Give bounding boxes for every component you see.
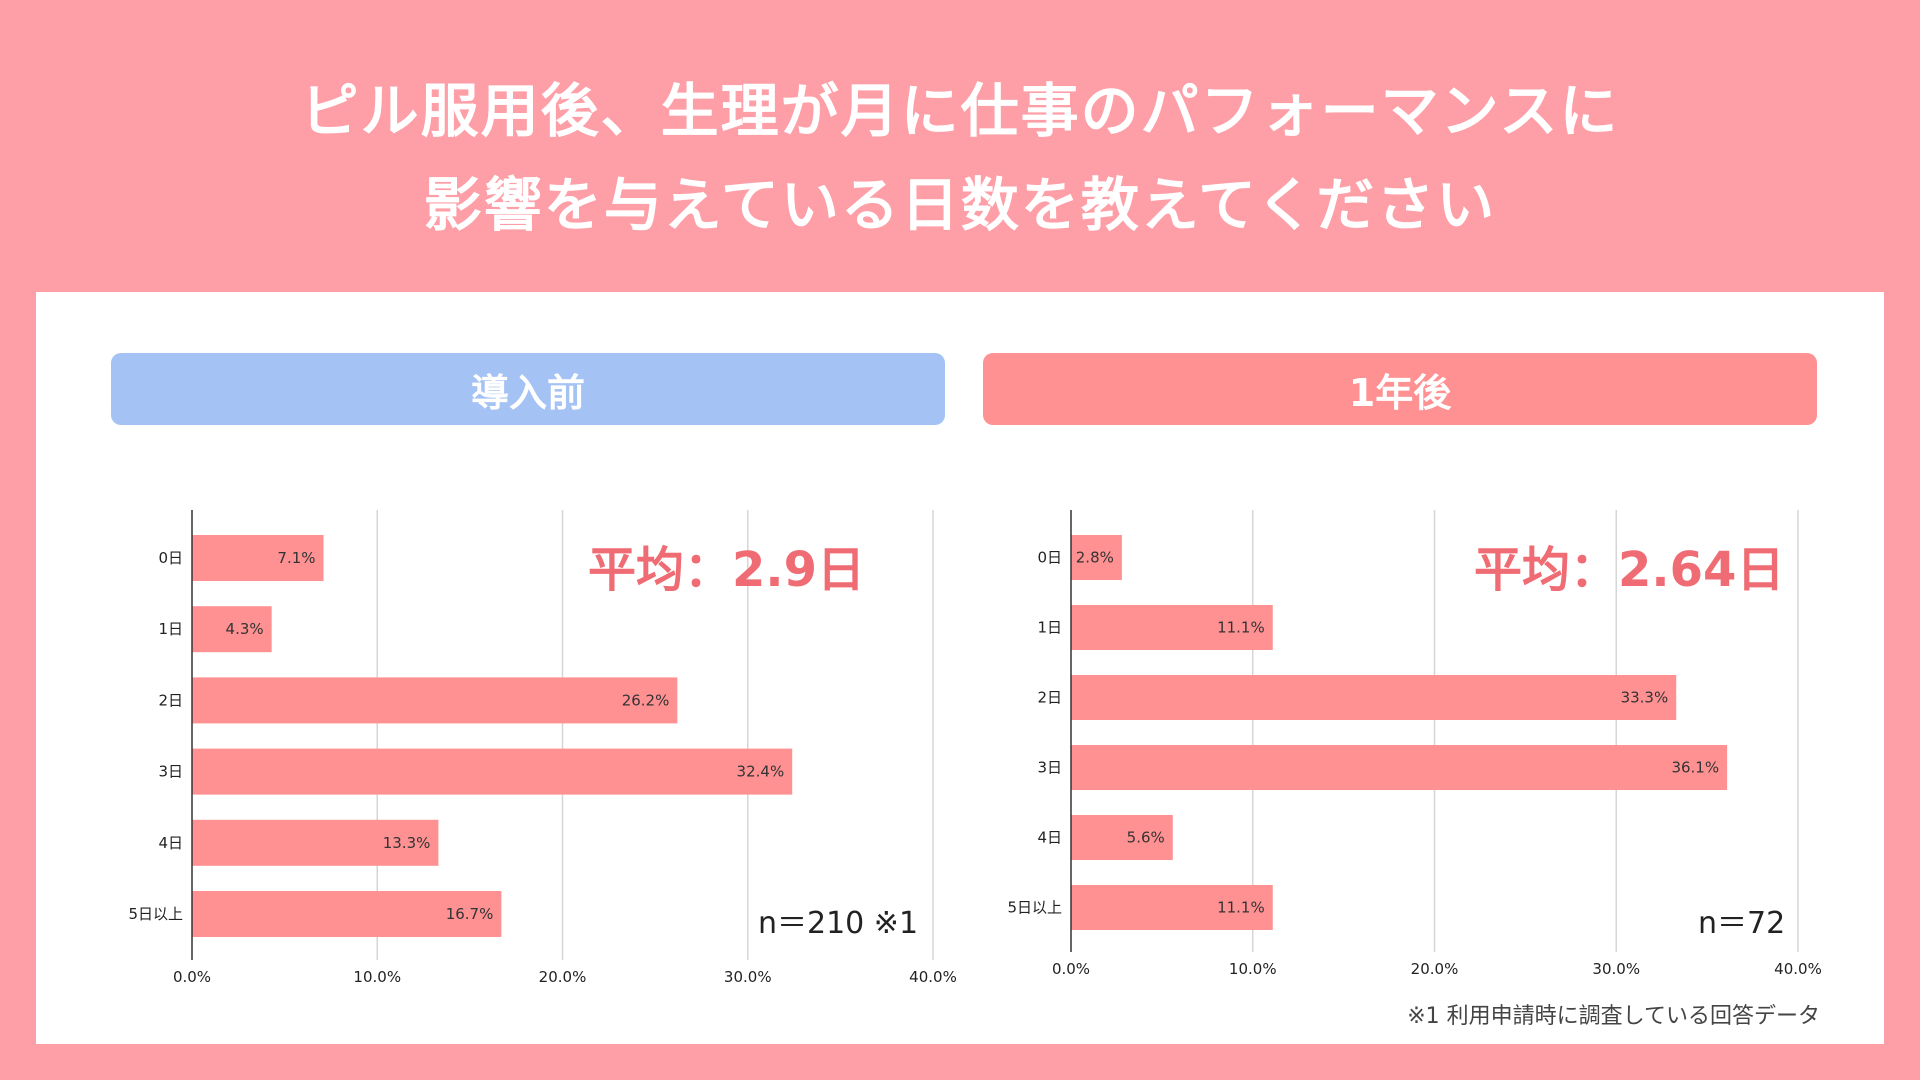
bar — [192, 891, 502, 937]
bar — [1071, 605, 1273, 650]
chart-before: 0.0% 10.0% 20.0% 30.0% 40.0% 7.1% 0日 4.3% 1日 26.2… — [128, 510, 957, 986]
x-tick-label: 20.0% — [1411, 960, 1459, 978]
category-label: 5日以上 — [1007, 899, 1062, 917]
data-label: 36.1% — [1671, 759, 1719, 777]
header-before-pill: 導入前 — [111, 353, 945, 425]
category-label: 0日 — [1037, 549, 1062, 567]
x-tick-label: 30.0% — [1592, 960, 1640, 978]
data-label: 11.1% — [1217, 899, 1265, 917]
category-label: 3日 — [1037, 759, 1062, 777]
bar — [1071, 535, 1122, 580]
category-label: 5日以上 — [128, 905, 183, 923]
title-line-1: ピル服用後、生理が月に仕事のパフォーマンスに — [300, 77, 1620, 145]
average-after-label: 平均： — [1474, 542, 1619, 598]
x-tick-label: 20.0% — [539, 968, 587, 986]
average-before-label: 平均： — [588, 542, 733, 598]
data-label: 2.8% — [1076, 549, 1114, 567]
header-after-label: 1年後 — [1348, 370, 1452, 415]
bar — [1071, 885, 1273, 930]
data-label: 5.6% — [1127, 829, 1165, 847]
data-label: 4.3% — [226, 620, 264, 638]
bar — [192, 535, 324, 581]
page-title: ピル服用後、生理が月に仕事のパフォーマンスに 影響を与えている日数を教えてくださ… — [0, 64, 1920, 252]
sample-size-before: n＝210 ※1 — [758, 906, 919, 941]
x-tick-label: 0.0% — [173, 968, 211, 986]
average-after: 平均：2.64日 — [1474, 530, 1784, 600]
data-label: 11.1% — [1217, 619, 1265, 637]
bar — [192, 606, 272, 653]
x-tick-label: 0.0% — [1052, 960, 1090, 978]
chart-after: 0.0% 10.0% 20.0% 30.0% 40.0% 2.8% 0日 11.1% 1日 33.… — [1007, 510, 1822, 978]
data-label: 32.4% — [737, 763, 785, 781]
bar — [192, 748, 793, 795]
average-before-value: 2.9日 — [732, 542, 866, 598]
header-after-pill: 1年後 — [983, 353, 1817, 425]
x-tick-label: 10.0% — [353, 968, 401, 986]
x-tick-label: 10.0% — [1229, 960, 1277, 978]
bar — [1071, 675, 1677, 720]
bar — [192, 819, 439, 866]
category-label: 4日 — [1037, 829, 1062, 847]
data-label: 33.3% — [1621, 689, 1669, 707]
average-before: 平均：2.9日 — [588, 530, 865, 600]
bar — [192, 677, 678, 724]
header-before-label: 導入前 — [470, 370, 585, 415]
title-line-2: 影響を与えている日数を教えてください — [423, 171, 1497, 239]
bar — [1071, 745, 1728, 790]
bar — [1071, 815, 1173, 860]
average-after-value: 2.64日 — [1618, 542, 1785, 598]
x-tick-label: 40.0% — [1774, 960, 1822, 978]
category-label: 1日 — [1037, 619, 1062, 637]
data-label: 7.1% — [277, 549, 315, 567]
category-label: 2日 — [158, 691, 183, 709]
data-label: 13.3% — [383, 834, 431, 852]
x-tick-label: 30.0% — [724, 968, 772, 986]
sample-size-after: n＝72 — [1698, 906, 1786, 941]
category-label: 4日 — [158, 834, 183, 852]
data-label: 26.2% — [622, 691, 670, 709]
x-tick-label: 40.0% — [909, 968, 957, 986]
category-label: 1日 — [158, 620, 183, 638]
footnote: ※1 利用申請時に調査している回答データ — [1407, 1004, 1820, 1029]
category-label: 0日 — [158, 549, 183, 567]
category-label: 2日 — [1037, 689, 1062, 707]
data-label: 16.7% — [446, 905, 494, 923]
category-label: 3日 — [158, 763, 183, 781]
